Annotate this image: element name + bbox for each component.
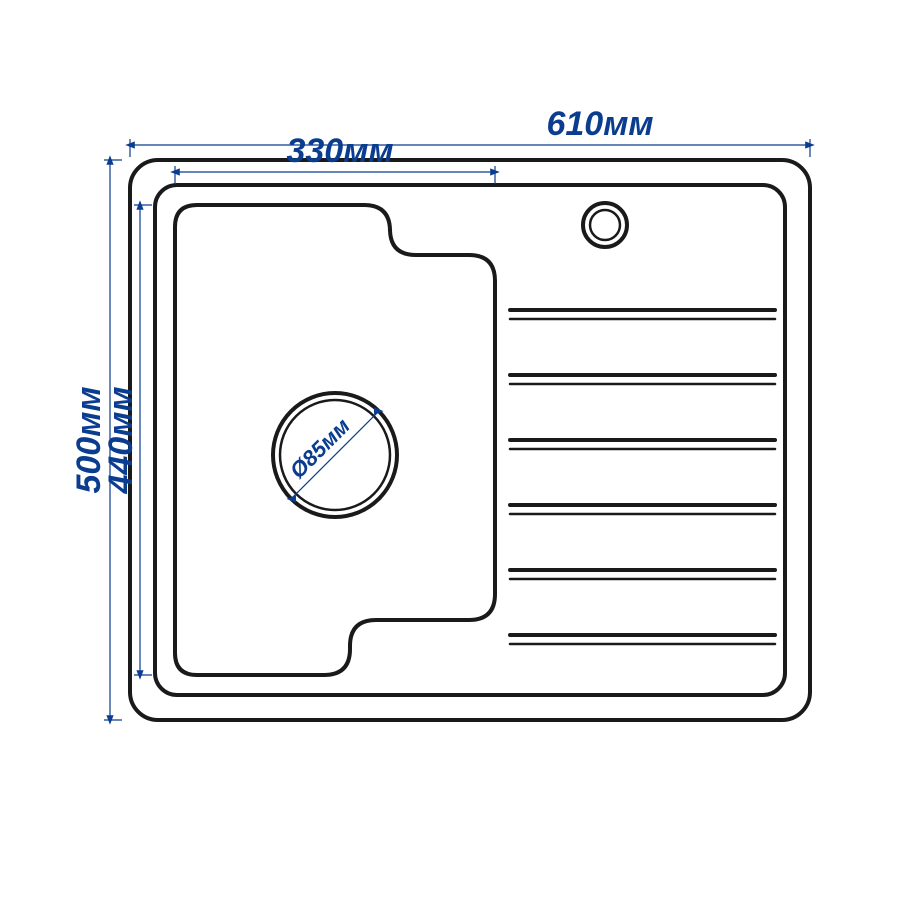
dimension-label: 440мм	[102, 386, 140, 494]
drain-diameter-label: Ø85мм	[285, 413, 355, 483]
dimension-label: 610мм	[546, 105, 653, 143]
faucet-hole-inner	[590, 210, 620, 240]
sink-technical-drawing: 610мм330мм500мм440ммØ85мм	[0, 0, 900, 900]
dimension-label: 330мм	[286, 132, 393, 170]
